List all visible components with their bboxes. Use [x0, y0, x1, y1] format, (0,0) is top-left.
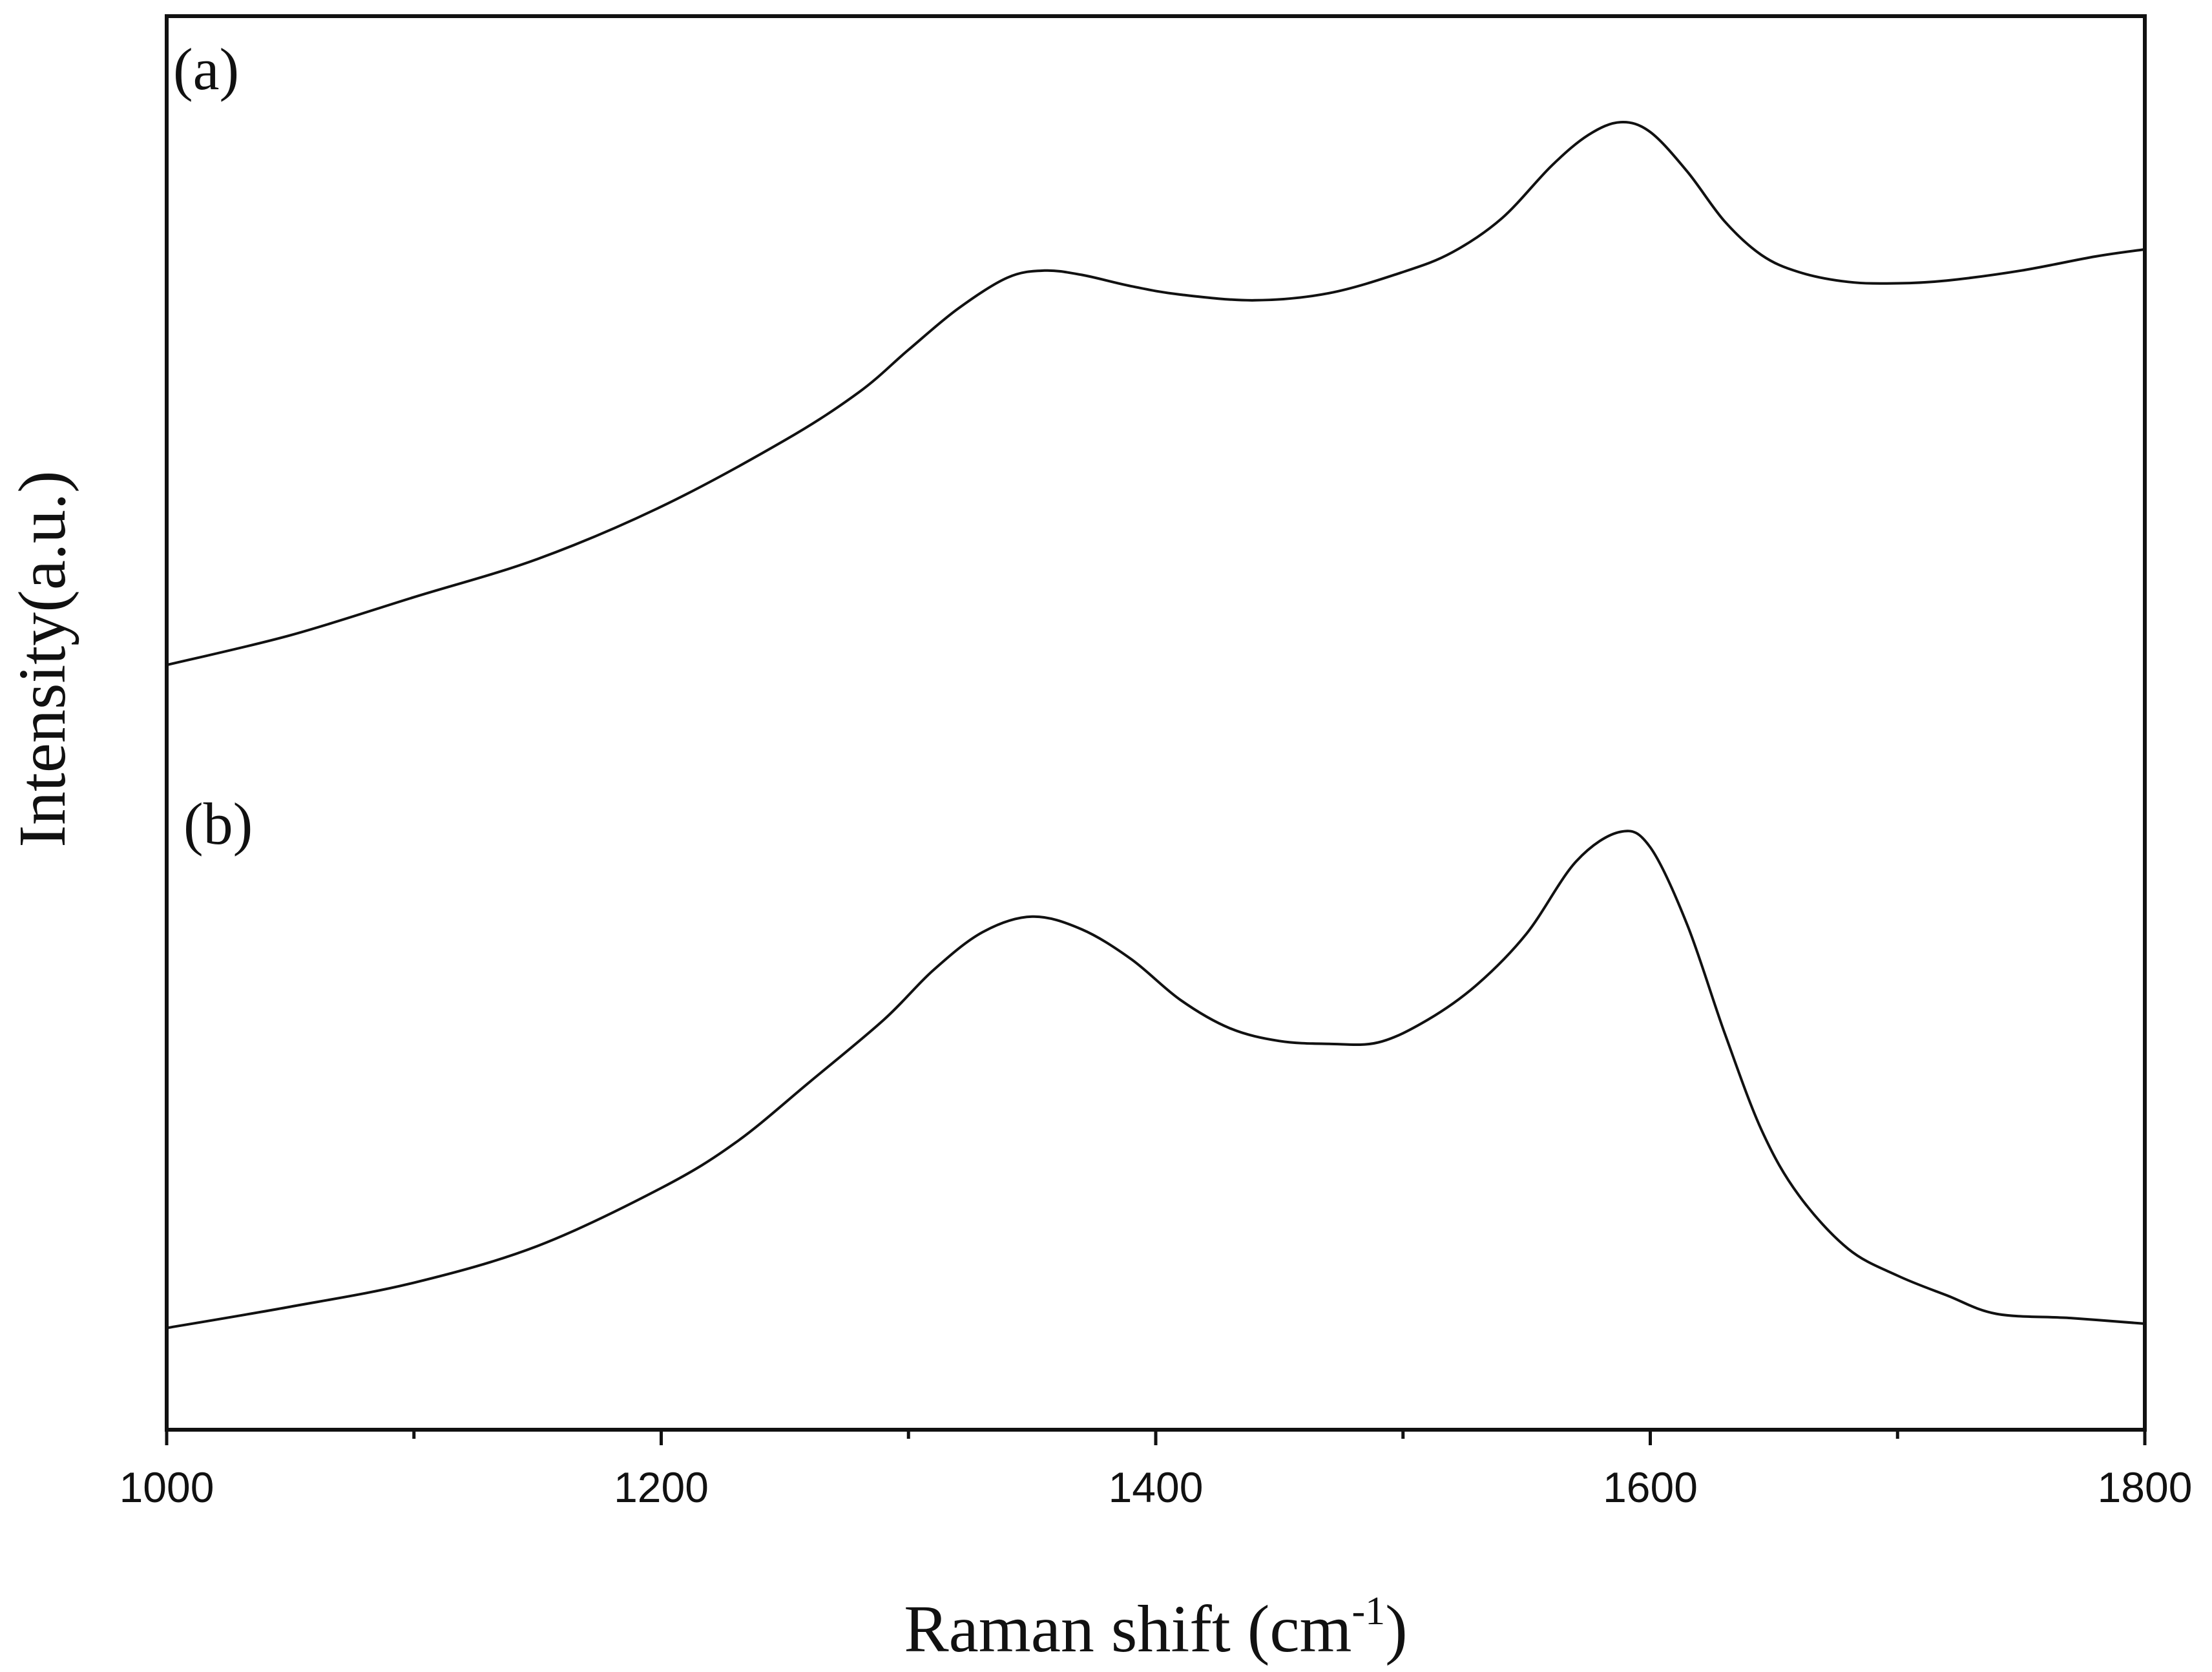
series-line-a	[165, 121, 2146, 667]
x-tick-label-4: 1800	[2098, 1463, 2193, 1511]
x-tick-label-3: 1600	[1603, 1463, 1698, 1511]
x-axis-title-superscript: -1	[1351, 1589, 1385, 1633]
x-axis-title-close: )	[1385, 1592, 1408, 1666]
x-axis-title: Raman shift (cm-1)	[904, 1589, 1407, 1666]
series-label-b: (b)	[183, 791, 253, 857]
x-axis-ticks	[165, 1430, 2147, 1445]
series-line-b	[165, 830, 2146, 1330]
x-tick-label-0: 1000	[120, 1463, 214, 1511]
series-label-a: (a)	[173, 36, 239, 102]
plot-area-border	[165, 14, 2147, 1432]
x-axis-tick-labels: 1000 1200 1400 1600 1800	[120, 1463, 2193, 1511]
x-tick-label-2: 1400	[1109, 1463, 1204, 1511]
y-axis-title: Intensity(a.u.)	[5, 470, 79, 847]
series-layer	[165, 121, 2146, 1330]
plot-frame	[165, 14, 2147, 1432]
x-tick-label-1: 1200	[614, 1463, 709, 1511]
x-axis-title-main: Raman shift (cm	[904, 1592, 1351, 1666]
